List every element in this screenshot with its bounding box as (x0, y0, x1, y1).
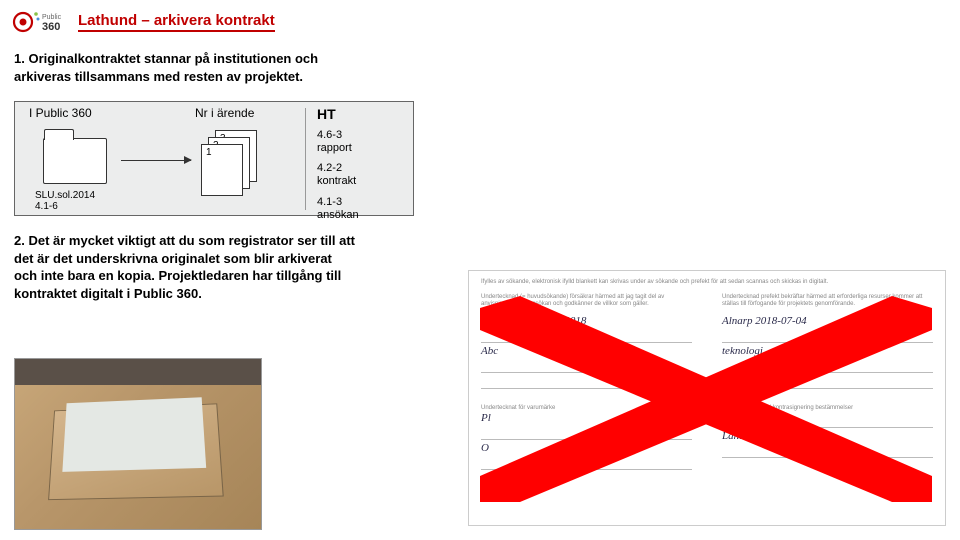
diagram-col1-label: I Public 360 (29, 106, 92, 120)
divider (305, 108, 306, 210)
logo-text-top: Public (42, 14, 62, 21)
step1-text: 1. Originalkontraktet stannar på institu… (0, 44, 370, 91)
folder-label: SLU.sol.2014 4.1-6 (35, 190, 95, 212)
header: Public 360 Lathund – arkivera kontrakt (0, 0, 960, 44)
archive-box-photo (14, 358, 262, 530)
arrow-icon (121, 160, 191, 161)
step2-text: 2. Det är mycket viktigt att du som regi… (0, 226, 370, 308)
signed-form-image: Ifylles av sökande, elektronisk ifylld b… (468, 270, 946, 526)
ht-heading: HT (317, 106, 359, 123)
diagram-col2-label: Nr i ärende (195, 106, 254, 120)
public360-logo: Public 360 (12, 8, 66, 36)
archive-diagram: I Public 360 Nr i ärende SLU.sol.2014 4.… (14, 101, 414, 216)
document-stack: 3 2 1 (201, 130, 255, 194)
sheet-1: 1 (201, 144, 243, 196)
page-title: Lathund – arkivera kontrakt (78, 12, 275, 32)
logo-text-bottom: 360 (42, 21, 60, 33)
ht-column: HT 4.6-3rapport 4.2-2kontrakt 4.1-3ansök… (317, 106, 359, 229)
folder-icon (43, 138, 107, 184)
